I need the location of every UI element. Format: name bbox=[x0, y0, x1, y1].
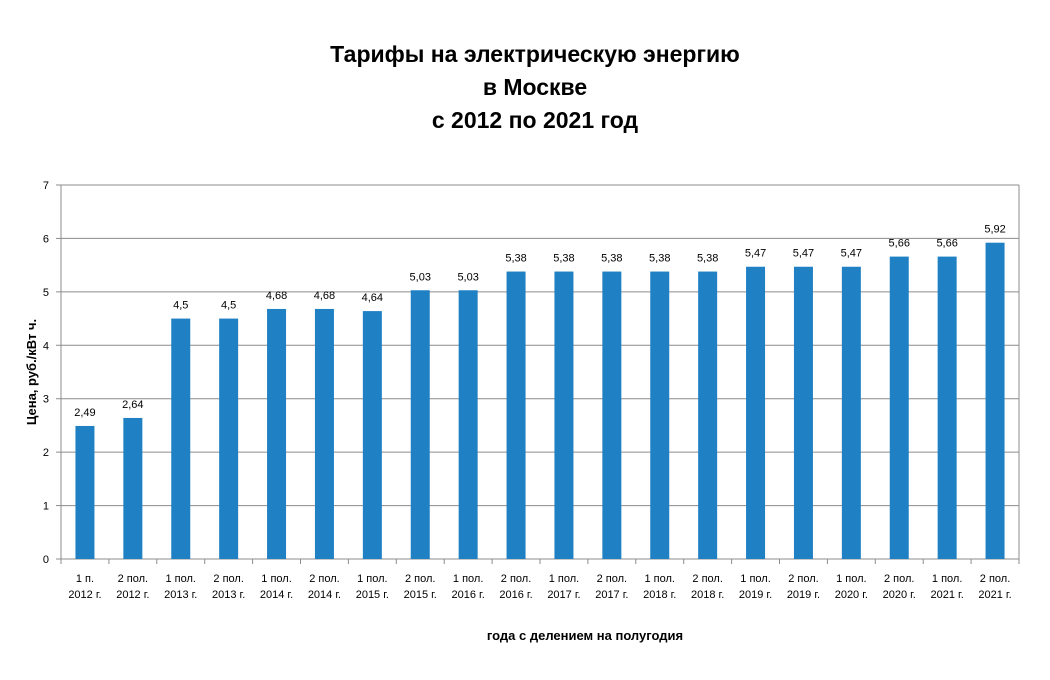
x-tick-label: 2016 г. bbox=[452, 589, 485, 601]
x-tick-label: 2 пол. bbox=[884, 573, 914, 585]
x-tick-label: 1 пол. bbox=[166, 573, 196, 585]
chart-title-line-1: Тарифы на электрическую энергию bbox=[330, 41, 740, 67]
data-label: 5,66 bbox=[889, 238, 910, 250]
bar bbox=[698, 271, 718, 559]
data-label: 5,38 bbox=[697, 253, 718, 265]
x-tick-label: 2 пол. bbox=[788, 573, 818, 585]
x-tick-label: 2013 г. bbox=[164, 589, 197, 601]
data-label: 4,5 bbox=[221, 300, 236, 312]
x-tick-label: 2020 г. bbox=[883, 589, 916, 601]
data-label: 5,47 bbox=[745, 248, 766, 260]
data-label: 5,38 bbox=[601, 253, 622, 265]
bar bbox=[793, 266, 813, 559]
data-label: 4,68 bbox=[266, 290, 287, 302]
data-label: 5,66 bbox=[936, 238, 957, 250]
data-label: 5,03 bbox=[410, 271, 431, 283]
x-tick-label: 2021 г. bbox=[978, 589, 1011, 601]
bar bbox=[746, 266, 766, 559]
data-label: 5,47 bbox=[841, 248, 862, 260]
bar bbox=[985, 242, 1005, 559]
data-label: 5,03 bbox=[457, 271, 478, 283]
bar bbox=[937, 256, 957, 559]
bar bbox=[458, 290, 478, 559]
bars bbox=[75, 242, 1005, 559]
x-tick-label: 2016 г. bbox=[499, 589, 532, 601]
x-tick-label: 2017 г. bbox=[547, 589, 580, 601]
x-tick-label: 1 пол. bbox=[836, 573, 866, 585]
axes bbox=[56, 184, 1020, 564]
x-tick-label: 1 пол. bbox=[357, 573, 387, 585]
x-tick-label: 1 пол. bbox=[932, 573, 962, 585]
x-tick-label: 2012 г. bbox=[116, 589, 149, 601]
bar bbox=[889, 256, 909, 559]
y-tick-label: 6 bbox=[43, 233, 49, 245]
y-tick-label: 1 bbox=[43, 501, 49, 513]
x-tick-label: 2 пол. bbox=[501, 573, 531, 585]
chart-title: Тарифы на электрическую энергию в Москве… bbox=[0, 38, 1050, 137]
data-label: 5,38 bbox=[649, 253, 670, 265]
x-tick-label: 2014 г. bbox=[260, 589, 293, 601]
data-label: 5,92 bbox=[984, 224, 1005, 236]
data-label: 5,47 bbox=[793, 248, 814, 260]
chart-title-line-3: с 2012 по 2021 год bbox=[431, 107, 639, 133]
y-tick-label: 0 bbox=[43, 554, 49, 566]
data-label: 4,68 bbox=[314, 290, 335, 302]
bar bbox=[602, 271, 622, 559]
bar bbox=[171, 318, 191, 559]
y-tick-label: 3 bbox=[43, 394, 49, 406]
data-label: 5,38 bbox=[553, 253, 574, 265]
bar bbox=[554, 271, 574, 559]
x-tick-label: 2020 г. bbox=[835, 589, 868, 601]
bar bbox=[362, 311, 382, 559]
x-tick-label: 1 пол. bbox=[645, 573, 675, 585]
y-axis-title: Цена, руб./кВт ч. bbox=[24, 319, 39, 425]
chart-title-line-2: в Москве bbox=[482, 74, 588, 100]
x-tick-label: 1 п. bbox=[76, 573, 94, 585]
x-tick-label: 2 пол. bbox=[213, 573, 243, 585]
x-tick-label: 2021 г. bbox=[931, 589, 964, 601]
x-tick-label: 1 пол. bbox=[549, 573, 579, 585]
bar bbox=[219, 318, 239, 559]
x-tick-label: 2012 г. bbox=[68, 589, 101, 601]
data-label: 4,5 bbox=[173, 300, 188, 312]
y-tick-label: 5 bbox=[43, 287, 49, 299]
bar bbox=[267, 308, 287, 559]
x-tick-label: 2019 г. bbox=[787, 589, 820, 601]
x-tick-label: 2014 г. bbox=[308, 589, 341, 601]
x-tick-label: 2 пол. bbox=[597, 573, 627, 585]
y-tick-label: 7 bbox=[43, 180, 49, 192]
x-tick-label: 2019 г. bbox=[739, 589, 772, 601]
bar bbox=[841, 266, 861, 559]
bar bbox=[314, 308, 334, 559]
x-tick-label: 2015 г. bbox=[356, 589, 389, 601]
bar bbox=[410, 290, 430, 559]
y-tick-label: 4 bbox=[43, 340, 49, 352]
data-label: 4,64 bbox=[362, 292, 383, 304]
x-tick-label: 2 пол. bbox=[118, 573, 148, 585]
labels: 0 1 2 3 4 5 6 7 2,49 1 п. 2012 г. 2,64 2 пол. 2012 г.… bbox=[43, 180, 1012, 601]
x-tick-label: 2 пол. bbox=[980, 573, 1010, 585]
x-tick-label: 2013 г. bbox=[212, 589, 245, 601]
x-tick-label: 1 пол. bbox=[261, 573, 291, 585]
bar bbox=[123, 417, 143, 559]
x-tick-label: 2 пол. bbox=[692, 573, 722, 585]
x-tick-label: 2017 г. bbox=[595, 589, 628, 601]
x-tick-label: 2 пол. bbox=[405, 573, 435, 585]
bar bbox=[506, 271, 526, 559]
bar bbox=[75, 425, 95, 559]
data-label: 2,49 bbox=[74, 407, 95, 419]
x-tick-label: 2018 г. bbox=[643, 589, 676, 601]
x-tick-label: 2018 г. bbox=[691, 589, 724, 601]
gridlines bbox=[61, 184, 1019, 507]
bar bbox=[650, 271, 670, 559]
data-label: 2,64 bbox=[122, 399, 143, 411]
data-label: 5,38 bbox=[505, 253, 526, 265]
x-tick-label: 2 пол. bbox=[309, 573, 339, 585]
x-tick-label: 1 пол. bbox=[453, 573, 483, 585]
x-tick-label: 2015 г. bbox=[404, 589, 437, 601]
y-tick-label: 2 bbox=[43, 447, 49, 459]
x-tick-label: 1 пол. bbox=[740, 573, 770, 585]
x-axis-title: года с делением на полугодия bbox=[487, 628, 683, 643]
